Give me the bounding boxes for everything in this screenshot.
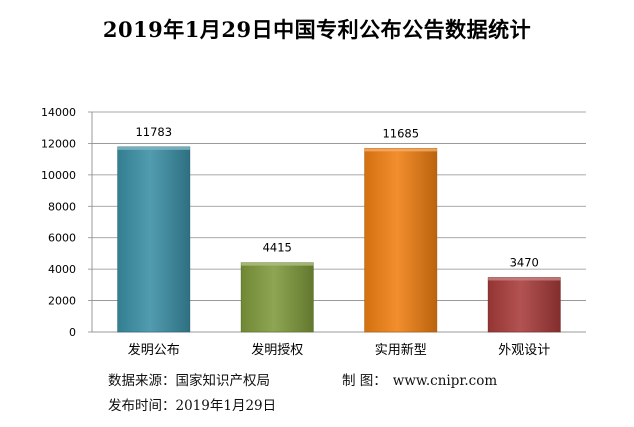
data-source-label: 数据来源： [108,373,176,389]
publish-date-label: 发布时间： [108,398,176,414]
data-label: 11783 [135,125,172,139]
bar-3 [365,148,437,332]
chart-maker-note: 制 图： www.cnipr.com [342,369,497,389]
y-tick-label: 6000 [48,232,76,245]
x-tick-label: 实用新型 [375,342,427,358]
y-tick-label: 14000 [41,106,76,119]
chart-maker-label: 制 图： [342,373,387,389]
bar-top-highlight [488,277,560,280]
data-label: 3470 [510,255,539,269]
x-axis-ticks: 发明公布 发明授权 实用新型 外观设计 [128,342,551,358]
y-tick-label: 4000 [48,263,76,276]
publish-date-note: 发布时间：2019年1月29日 [108,394,276,414]
data-label: 11685 [382,126,419,140]
y-tick-label: 2000 [48,295,76,308]
bar-top-highlight [365,148,437,151]
y-tick-label: 12000 [41,137,76,150]
x-tick-label: 发明授权 [251,342,303,358]
y-axis-ticks: 0 2000 4000 6000 8000 10000 12000 14000 [41,106,76,339]
bar-4 [488,277,560,332]
y-tick-label: 8000 [48,200,76,213]
y-tick-label: 0 [69,326,76,339]
bar-1 [118,147,190,332]
bar-top-highlight [241,263,313,266]
bar-2 [241,263,313,332]
bar-top-highlight [118,147,190,150]
x-tick-label: 外观设计 [498,343,550,358]
publish-date-value: 2019年1月29日 [176,398,277,414]
data-labels: 11783 4415 11685 3470 [135,125,538,270]
data-source-note: 数据来源：国家知识产权局 [108,369,270,389]
y-tick-label: 10000 [41,169,76,182]
data-label: 4415 [263,241,292,255]
x-tick-label: 发明公布 [128,342,180,358]
chart-maker-value: www.cnipr.com [393,373,497,389]
data-source-value: 国家知识产权局 [176,373,271,389]
